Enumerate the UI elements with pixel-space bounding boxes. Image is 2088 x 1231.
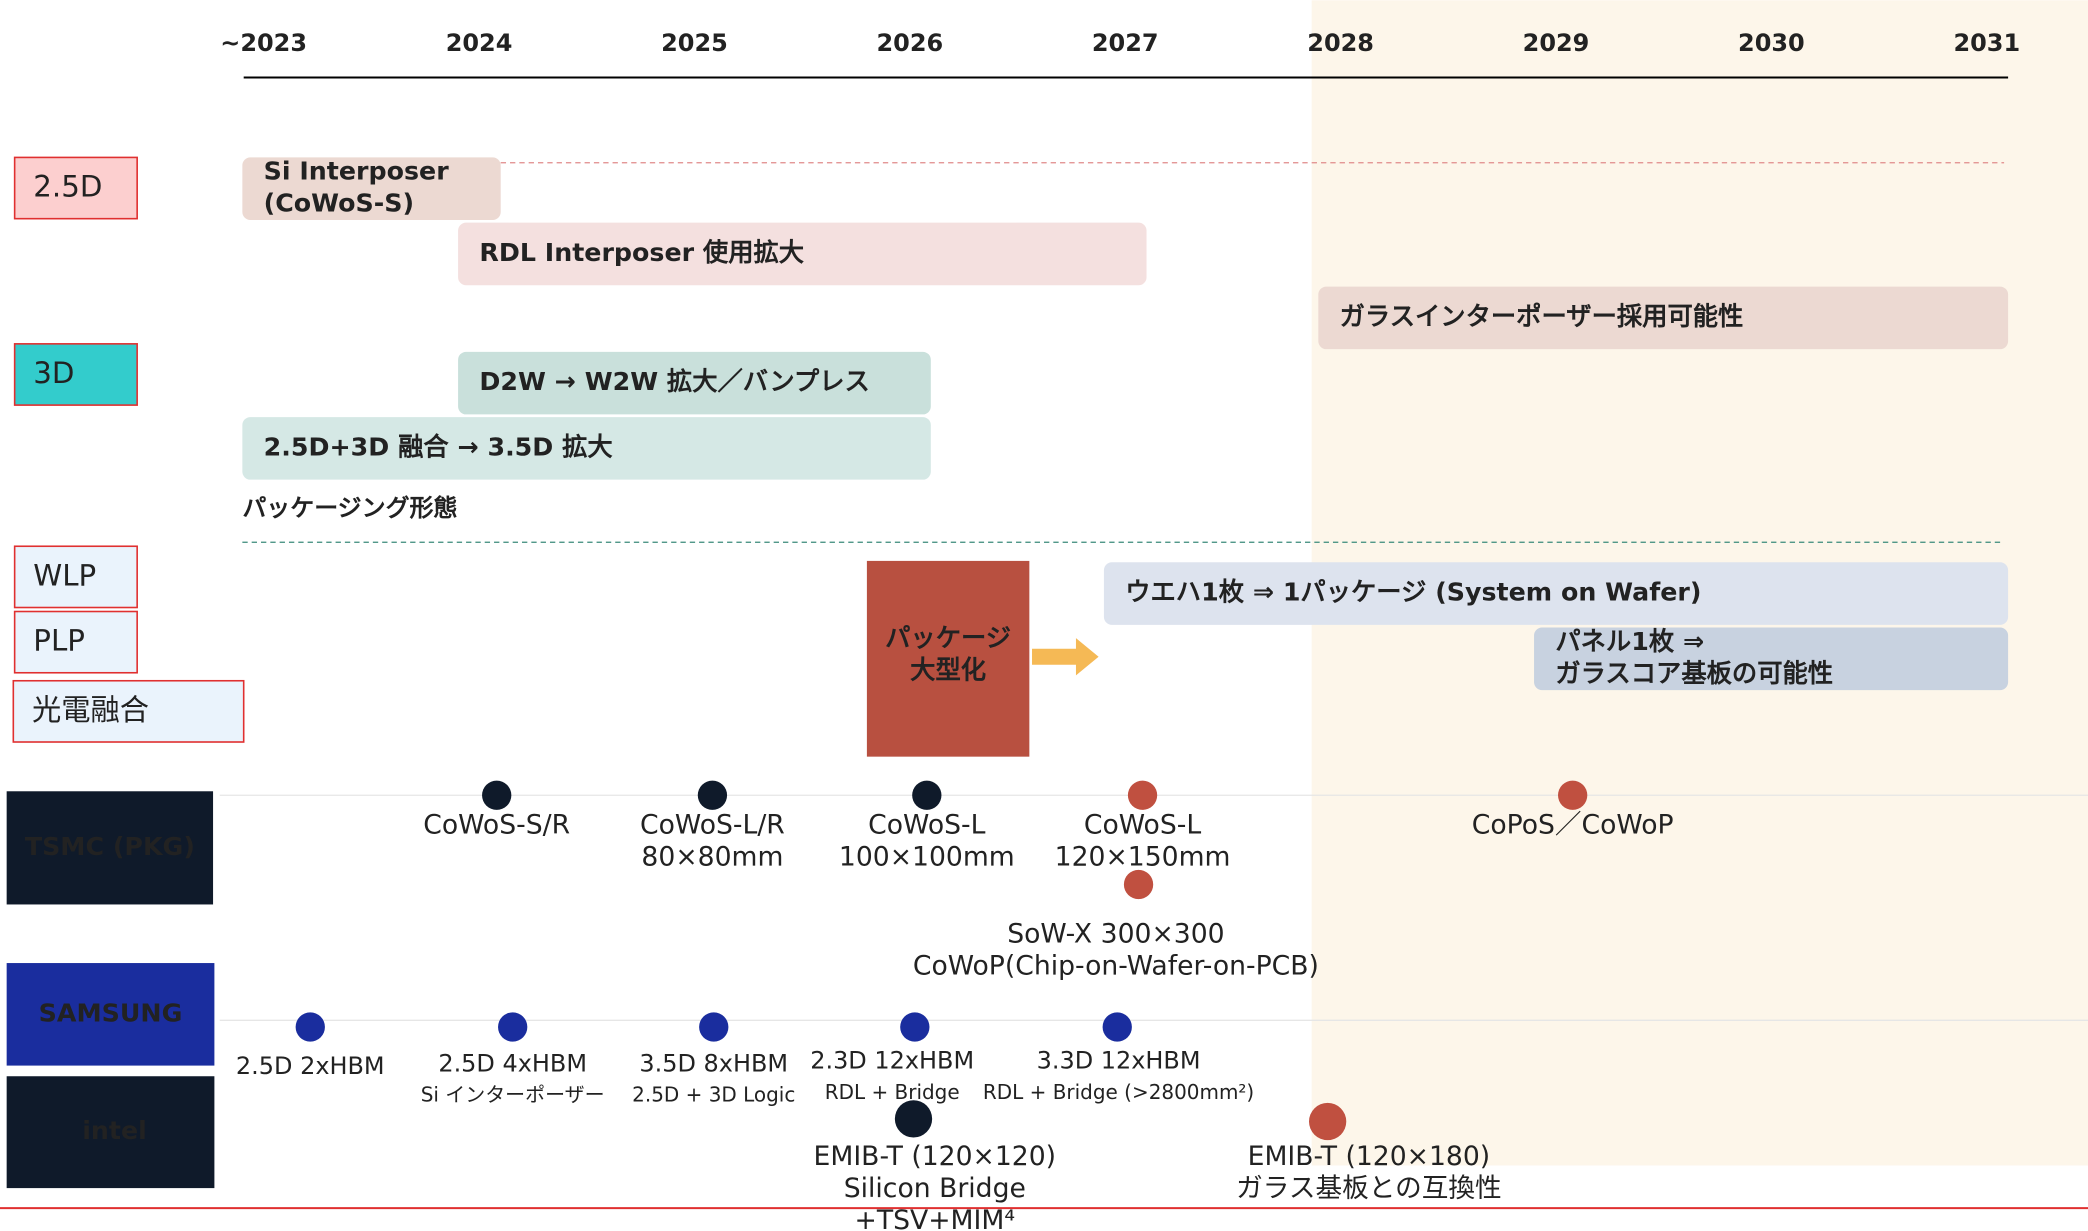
milestone-dot (697, 780, 728, 810)
bar-label: 2.5D+3D 融合 → 3.5D 拡大 (264, 432, 614, 461)
milestone-label: 2.5D 4xHBM (438, 1049, 587, 1077)
bar-label: ガラスインターポーザー採用可能性 (1340, 302, 1744, 331)
year-label: 2030 (1738, 29, 1805, 57)
roadmap-bar (1318, 286, 2009, 350)
milestone-dot (482, 780, 512, 810)
milestone-label: CoPoS／CoWoP (1472, 809, 1674, 840)
milestone-label: 3.3D 12xHBM (1037, 1047, 1201, 1075)
company-label: TSMC (PKG) (25, 832, 195, 861)
company-box (6, 791, 214, 905)
bar-label: パネル1枚 ⇒ (1555, 627, 1704, 656)
company-box (6, 963, 215, 1066)
bar-label: Si Interposer (264, 157, 450, 186)
milestone-label: +TSV+MIM⁴ (855, 1205, 1015, 1231)
company-label: intel (82, 1116, 147, 1145)
milestone-label: RDL + Bridge (825, 1080, 960, 1104)
category-label: PLP (33, 624, 85, 658)
year-label: 2025 (661, 29, 728, 57)
milestone-label: EMIB-T (120×120) (814, 1141, 1057, 1172)
category-box (13, 545, 138, 609)
milestone-dot (900, 1012, 930, 1042)
callout-box (866, 560, 1030, 757)
milestone-label: ガラス基板との互換性 (1236, 1173, 1501, 1204)
milestone-label: CoWoS-L/R (640, 809, 785, 840)
milestone-dot (894, 1100, 933, 1138)
callout-label: パッケージ (885, 623, 1011, 652)
milestone-label: 3.5D 8xHBM (639, 1049, 788, 1077)
milestone-label: 2.5D + 3D Logic (632, 1083, 795, 1107)
year-label: 2027 (1092, 29, 1159, 57)
year-label: ~2023 (220, 29, 307, 57)
category-box (12, 679, 245, 743)
year-label: 2026 (877, 29, 944, 57)
milestone-label: CoWoP(Chip-on-Wafer-on-PCB) (913, 951, 1319, 982)
company-box (6, 1076, 215, 1189)
milestone-dot (295, 1012, 325, 1042)
section-label: パッケージング形態 (242, 494, 457, 522)
bar-label: RDL Interposer 使用拡大 (479, 238, 804, 267)
milestone-label: EMIB-T (120×180) (1248, 1141, 1491, 1172)
milestone-label: CoWoS-L (868, 809, 985, 840)
milestone-dot (1127, 780, 1158, 810)
milestone-label: SoW-X 300×300 (1007, 919, 1224, 950)
milestone-label: 100×100mm (839, 841, 1015, 872)
category-label: 2.5D (33, 170, 102, 204)
year-label: 2031 (1953, 29, 2020, 57)
milestone-label: Si インターポーザー (421, 1083, 605, 1107)
category-label: WLP (33, 558, 96, 592)
milestone-dot (1308, 1102, 1347, 1141)
category-box (13, 610, 138, 674)
bar-label: D2W → W2W 拡大／バンプレス (479, 367, 869, 396)
category-box (13, 343, 138, 406)
bar-label: ガラスコア基板の可能性 (1555, 659, 1833, 688)
roadmap-bar (242, 417, 931, 480)
bar-label: (CoWoS-S) (264, 189, 414, 218)
milestone-label: CoWoS-S/R (423, 809, 570, 840)
milestone-dot (1558, 780, 1588, 810)
roadmap-bar (458, 222, 1147, 286)
year-label: 2029 (1523, 29, 1590, 57)
year-label: 2024 (446, 29, 513, 57)
bar-label: ウエハ1枚 ⇒ 1パッケージ (System on Wafer) (1125, 578, 1701, 607)
arrow (1032, 638, 1099, 676)
milestone-dot (699, 1012, 729, 1042)
milestone-dot (912, 780, 942, 810)
roadmap-bar (1103, 562, 2009, 625)
milestone-label: 2.5D 2xHBM (236, 1052, 385, 1080)
year-label: 2028 (1307, 29, 1374, 57)
company-label: SAMSUNG (39, 998, 183, 1027)
milestone-label: 80×80mm (641, 841, 783, 872)
milestone-label: 2.3D 12xHBM (810, 1047, 974, 1075)
milestone-dot (1123, 869, 1154, 900)
roadmap-bar (242, 157, 501, 221)
milestone-label: 120×150mm (1055, 841, 1231, 872)
callout-label: 大型化 (910, 655, 986, 684)
category-label: 3D (33, 356, 74, 390)
category-box (13, 156, 138, 220)
category-label: 光電融合 (32, 693, 149, 727)
milestone-dot (1102, 1012, 1132, 1042)
roadmap-bar (1534, 627, 2009, 691)
milestone-dot (498, 1012, 528, 1042)
milestone-label: Silicon Bridge (844, 1173, 1026, 1204)
milestone-label: RDL + Bridge (>2800mm²) (983, 1080, 1254, 1104)
milestone-label: CoWoS-L (1084, 809, 1201, 840)
roadmap-bar (458, 351, 931, 415)
